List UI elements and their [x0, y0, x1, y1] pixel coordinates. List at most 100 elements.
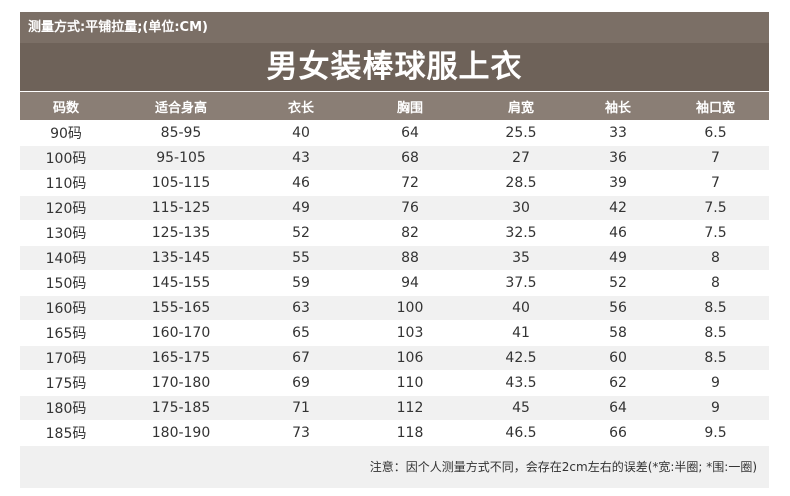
- cell-size: 140码: [20, 245, 112, 271]
- cell-length: 49: [250, 195, 352, 221]
- cell-cuff: 7.5: [662, 195, 769, 221]
- table-row: 185码 180-190 73 118 46.5 66 9.5: [20, 420, 769, 445]
- table-row: 160码 155-165 63 100 40 56 8.5: [20, 295, 769, 321]
- cell-height: 115-125: [112, 195, 250, 221]
- cell-shoulder: 40: [468, 295, 574, 321]
- page-title: 男女装棒球服上衣: [20, 43, 769, 91]
- table-row: 165码 160-170 65 103 41 58 8.5: [20, 320, 769, 346]
- cell-sleeve: 52: [574, 270, 662, 296]
- table-row: 150码 145-155 59 94 37.5 52 8: [20, 270, 769, 296]
- cell-length: 40: [250, 120, 352, 146]
- cell-shoulder: 27: [468, 145, 574, 171]
- cell-size: 160码: [20, 295, 112, 321]
- column-header-height: 适合身高: [112, 91, 250, 121]
- cell-sleeve: 33: [574, 120, 662, 146]
- table-header-row: 码数 适合身高 衣长 胸围 肩宽 袖长 袖口宽: [20, 91, 769, 121]
- table-row: 130码 125-135 52 82 32.5 46 7.5: [20, 220, 769, 246]
- cell-chest: 94: [352, 270, 468, 296]
- cell-length: 43: [250, 145, 352, 171]
- cell-height: 145-155: [112, 270, 250, 296]
- cell-height: 125-135: [112, 220, 250, 246]
- cell-cuff: 9: [662, 370, 769, 396]
- cell-length: 71: [250, 395, 352, 421]
- cell-sleeve: 39: [574, 170, 662, 196]
- column-header-cuff: 袖口宽: [662, 91, 769, 121]
- cell-sleeve: 62: [574, 370, 662, 396]
- cell-cuff: 7: [662, 170, 769, 196]
- cell-chest: 64: [352, 120, 468, 146]
- cell-size: 185码: [20, 420, 112, 445]
- cell-chest: 68: [352, 145, 468, 171]
- cell-chest: 103: [352, 320, 468, 346]
- cell-chest: 106: [352, 345, 468, 371]
- cell-height: 85-95: [112, 120, 250, 146]
- cell-shoulder: 46.5: [468, 420, 574, 445]
- cell-cuff: 9.5: [662, 420, 769, 445]
- cell-length: 52: [250, 220, 352, 246]
- cell-sleeve: 56: [574, 295, 662, 321]
- cell-cuff: 8: [662, 245, 769, 271]
- cell-shoulder: 42.5: [468, 345, 574, 371]
- cell-size: 130码: [20, 220, 112, 246]
- cell-size: 100码: [20, 145, 112, 171]
- cell-size: 150码: [20, 270, 112, 296]
- cell-length: 69: [250, 370, 352, 396]
- cell-size: 110码: [20, 170, 112, 196]
- table-row: 120码 115-125 49 76 30 42 7.5: [20, 195, 769, 221]
- cell-length: 63: [250, 295, 352, 321]
- cell-cuff: 6.5: [662, 120, 769, 146]
- cell-chest: 88: [352, 245, 468, 271]
- cell-chest: 110: [352, 370, 468, 396]
- table-row: 110码 105-115 46 72 28.5 39 7: [20, 170, 769, 196]
- cell-size: 180码: [20, 395, 112, 421]
- cell-shoulder: 25.5: [468, 120, 574, 146]
- cell-length: 46: [250, 170, 352, 196]
- measurement-method: 测量方式:平铺拉量;(单位:CM): [20, 12, 769, 43]
- cell-size: 170码: [20, 345, 112, 371]
- size-chart: 测量方式:平铺拉量;(单位:CM) 男女装棒球服上衣 码数 适合身高 衣长 胸围…: [20, 12, 769, 488]
- cell-sleeve: 58: [574, 320, 662, 346]
- cell-sleeve: 49: [574, 245, 662, 271]
- cell-shoulder: 45: [468, 395, 574, 421]
- cell-shoulder: 35: [468, 245, 574, 271]
- cell-height: 95-105: [112, 145, 250, 171]
- cell-height: 155-165: [112, 295, 250, 321]
- cell-height: 175-185: [112, 395, 250, 421]
- cell-shoulder: 43.5: [468, 370, 574, 396]
- cell-shoulder: 37.5: [468, 270, 574, 296]
- cell-cuff: 8.5: [662, 345, 769, 371]
- cell-size: 175码: [20, 370, 112, 396]
- cell-cuff: 7.5: [662, 220, 769, 246]
- cell-size: 165码: [20, 320, 112, 346]
- table-row: 180码 175-185 71 112 45 64 9: [20, 395, 769, 421]
- cell-sleeve: 60: [574, 345, 662, 371]
- cell-length: 59: [250, 270, 352, 296]
- cell-cuff: 8.5: [662, 320, 769, 346]
- cell-chest: 118: [352, 420, 468, 445]
- size-table: 码数 适合身高 衣长 胸围 肩宽 袖长 袖口宽 90码 85-95 40 64 25.5…: [20, 91, 769, 445]
- table-row: 170码 165-175 67 106 42.5 60 8.5: [20, 345, 769, 371]
- column-header-size: 码数: [20, 91, 112, 121]
- cell-chest: 112: [352, 395, 468, 421]
- cell-cuff: 8.5: [662, 295, 769, 321]
- column-header-shoulder: 肩宽: [468, 91, 574, 121]
- cell-sleeve: 42: [574, 195, 662, 221]
- cell-height: 160-170: [112, 320, 250, 346]
- cell-height: 165-175: [112, 345, 250, 371]
- cell-shoulder: 41: [468, 320, 574, 346]
- cell-size: 90码: [20, 120, 112, 146]
- cell-chest: 100: [352, 295, 468, 321]
- cell-length: 65: [250, 320, 352, 346]
- cell-height: 135-145: [112, 245, 250, 271]
- cell-shoulder: 28.5: [468, 170, 574, 196]
- cell-cuff: 8: [662, 270, 769, 296]
- table-row: 90码 85-95 40 64 25.5 33 6.5: [20, 120, 769, 146]
- cell-height: 170-180: [112, 370, 250, 396]
- column-header-chest: 胸围: [352, 91, 468, 121]
- cell-length: 73: [250, 420, 352, 445]
- measurement-disclaimer: 注意：因个人测量方式不同，会存在2cm左右的误差(*宽:半圈; *围:一圈): [20, 446, 769, 488]
- column-header-sleeve: 袖长: [574, 91, 662, 121]
- cell-height: 105-115: [112, 170, 250, 196]
- cell-length: 55: [250, 245, 352, 271]
- cell-size: 120码: [20, 195, 112, 221]
